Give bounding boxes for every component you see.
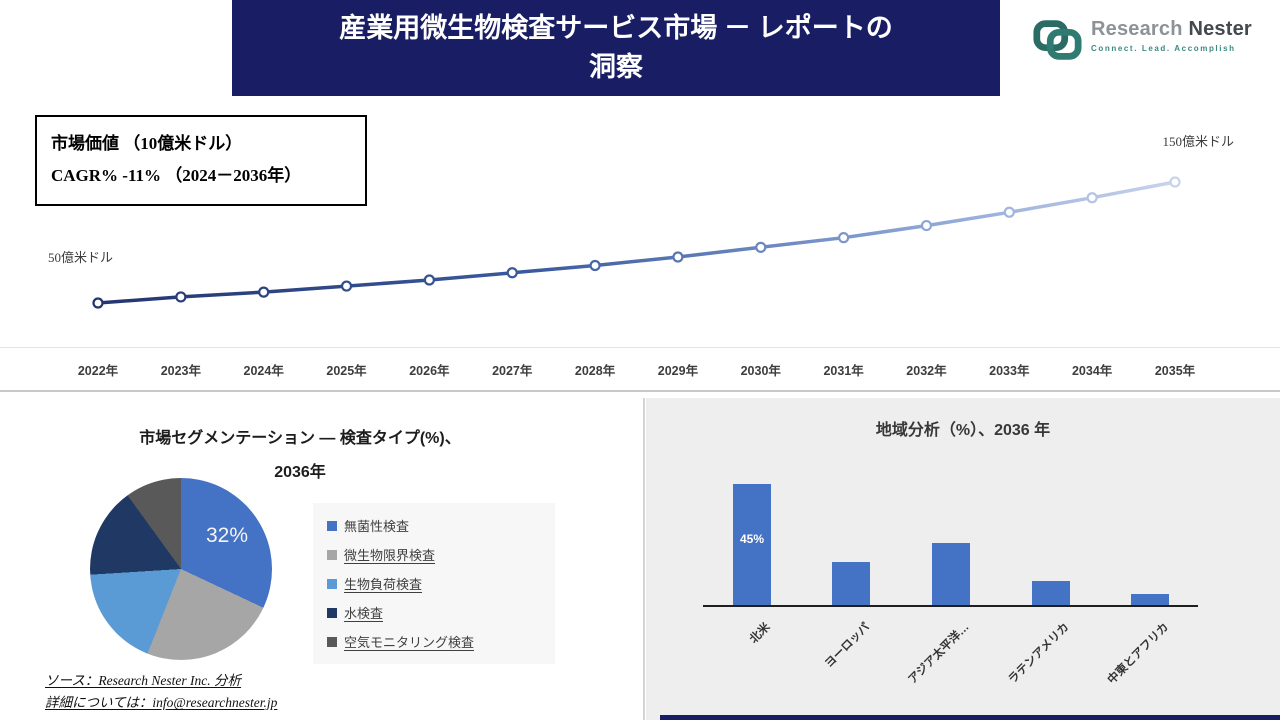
bar-chart-baseline (703, 605, 1198, 607)
line-min-annotation: 50億米ドル (48, 250, 114, 265)
legend-item: 微生物限界検査 (327, 544, 541, 565)
line-marker (423, 274, 435, 286)
x-axis-label: 2030年 (740, 364, 781, 378)
market-value-label: 市場価値 （10億米ドル） (51, 134, 243, 153)
line-marker (755, 241, 767, 253)
line-marker (506, 267, 518, 279)
line-max-annotation: 150億米ドル (1162, 134, 1234, 149)
bar-category-label: 中東とアフリカ (1105, 621, 1171, 687)
x-axis-label: 2025年 (326, 364, 367, 378)
legend-swatch (327, 578, 337, 589)
pie-title-line1: 市場セグメンテーション ― 検査タイプ(%)、 (139, 430, 461, 447)
x-axis-label: 2035年 (1154, 364, 1196, 378)
market-value-info-box: 市場価値 （10億米ドル） CAGR% -11% （2024－2036年） (35, 115, 367, 206)
line-marker (672, 251, 684, 263)
bar-category-label: アジア太平洋… (906, 621, 972, 687)
pie-title-line2: 2036年 (274, 463, 326, 481)
legend-item: 水検査 (327, 602, 541, 623)
panel-divider (643, 398, 645, 720)
line-marker (1003, 206, 1015, 218)
x-axis-label: 2031年 (823, 364, 864, 378)
bar-4 (1032, 580, 1070, 605)
logo-icon (1032, 18, 1082, 67)
x-axis-label: 2023年 (160, 364, 201, 378)
page-title-line1: 産業用微生物検査サービス市場 － レポートの (339, 12, 893, 43)
x-axis-label: 2026年 (409, 364, 450, 378)
x-axis-label: 2029年 (657, 364, 699, 378)
report-title-banner: 産業用微生物検査サービス市場 － レポートの 洞察 (232, 0, 1000, 96)
legend-item: 空気モニタリング検査 (327, 631, 541, 652)
bar-category-label: ヨーロッパ (822, 621, 872, 671)
contact-line: 詳細については：info@researchnester.jp (45, 695, 278, 711)
bar-chart-panel: 地域分析（%）、2036 年 45% 北米 ヨーロッパ アジア太平洋… ラテンアメリカ中… (646, 398, 1280, 720)
bar-chart-title: 地域分析（%）、2036 年 (875, 422, 1051, 439)
brand-name-research: Research (1091, 18, 1183, 40)
bottom-accent-strip (660, 715, 1280, 720)
bar-category-label: ラテンアメリカ (1006, 621, 1072, 687)
legend-swatch (327, 549, 337, 560)
line-marker (1086, 192, 1098, 204)
brand-name-nester: Nester (1188, 18, 1252, 40)
bar-5 (1131, 594, 1169, 605)
line-marker (1169, 176, 1181, 188)
legend-label: 空気モニタリング検査 (344, 635, 475, 650)
legend-item: 無菌性検査 (327, 515, 541, 536)
bar-1: 45% (733, 484, 771, 605)
bar-2 (832, 561, 870, 605)
brand-name: Research Nester (1091, 18, 1252, 41)
source-note: ソース：Research Nester Inc. 分析 詳細については：info… (45, 670, 277, 715)
x-axis-label: 2034年 (1071, 364, 1113, 378)
pie-chart: 32% (90, 478, 272, 660)
legend-label: 無菌性検査 (344, 519, 410, 534)
line-chart (92, 176, 1181, 309)
legend-label: 微生物限界検査 (344, 548, 436, 563)
line-marker (589, 259, 601, 272)
legend-item: 生物負荷検査 (327, 573, 541, 594)
line-marker (340, 280, 353, 292)
line-marker (175, 291, 187, 303)
line-marker (258, 286, 270, 298)
legend-swatch (327, 607, 337, 618)
line-marker (92, 297, 104, 309)
legend-label: 水検査 (344, 606, 384, 621)
legend-swatch (327, 520, 337, 531)
cagr-label: CAGR% -11% （2024－2036年） (51, 166, 302, 186)
pie-circle (90, 478, 272, 660)
x-axis-label: 2033年 (989, 364, 1030, 378)
line-series (97, 180, 1176, 305)
x-axis-label: 2027年 (492, 364, 533, 378)
brand-tagline: Connect. Lead. Accomplish (1091, 44, 1236, 53)
pie-chart-title: 市場セグメンテーション ― 検査タイプ(%)、 2036年 (40, 422, 560, 489)
x-axis-label: 2024年 (243, 364, 284, 378)
pie-data-label: 32% (206, 524, 249, 547)
page-title-line2: 洞察 (589, 52, 643, 82)
legend-swatch (327, 636, 337, 647)
bar-category-label: 北米 (747, 621, 773, 646)
line-marker (920, 219, 933, 232)
bar-data-label: 45% (739, 532, 765, 546)
x-axis: 2022年 2023年 2024年 2025年 2026年 2027年 2028年 2029年… (0, 347, 1280, 392)
bar-3 (932, 543, 970, 605)
x-axis-label: 2028年 (574, 364, 616, 378)
legend-label: 生物負荷検査 (344, 577, 423, 592)
x-axis-label: 2032年 (906, 364, 947, 378)
logo: Research Nester Connect. Lead. Accomplis… (1032, 18, 1252, 67)
x-axis-label: 2022年 (77, 364, 119, 378)
pie-legend: 無菌性検査微生物限界検査 生物負荷検査 水検査空気モニタリング検査 (313, 503, 555, 664)
source-line: ソース：Research Nester Inc. 分析 (45, 673, 242, 688)
logo-text: Research Nester Connect. Lead. Accomplis… (1091, 18, 1252, 53)
line-marker (838, 232, 850, 244)
